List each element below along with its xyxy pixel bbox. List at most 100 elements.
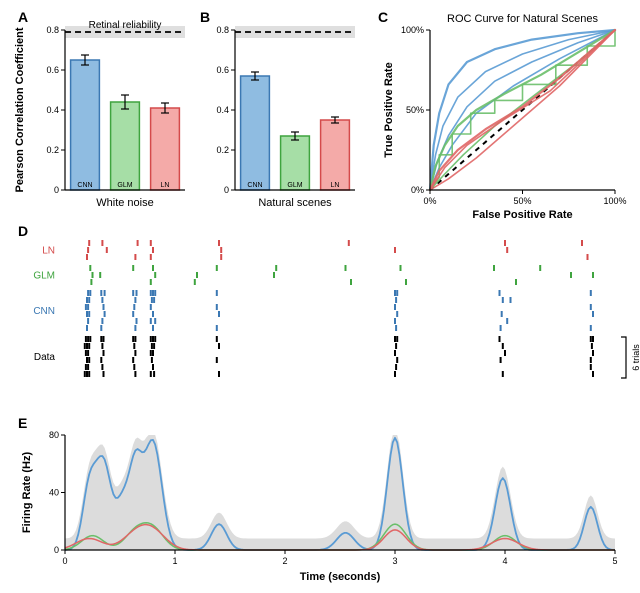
spike-data (85, 364, 87, 370)
spike-data (499, 336, 501, 342)
ytick: 0.4 (46, 105, 59, 115)
raster-label-ln: LN (42, 246, 55, 257)
panel-letter-B: B (200, 9, 210, 25)
spike-data (86, 343, 88, 349)
spike-cnn (590, 290, 592, 296)
spike-cnn (395, 325, 397, 331)
spike-cnn (150, 318, 152, 324)
spike-ln (134, 254, 136, 260)
spike-data (103, 371, 105, 377)
spike-cnn (218, 311, 220, 317)
ytick: 0.8 (46, 25, 59, 35)
spike-data (394, 371, 396, 377)
spike-cnn (216, 325, 218, 331)
spike-cnn (502, 297, 504, 303)
spike-glm (275, 265, 277, 271)
xlabel: Natural scenes (258, 197, 332, 209)
ytick: 0.4 (216, 105, 229, 115)
ytick-E: 0 (54, 545, 59, 555)
spike-data (153, 371, 155, 377)
spike-data (592, 336, 594, 342)
spike-data (88, 357, 90, 363)
spike-cnn (590, 304, 592, 310)
ylabel-C: True Positive Rate (383, 62, 395, 157)
spike-cnn (499, 290, 501, 296)
spike-data (152, 364, 154, 370)
ytick: 0.6 (216, 65, 229, 75)
raster-label-cnn: CNN (33, 306, 55, 317)
spike-cnn (104, 311, 106, 317)
spike-cnn (152, 311, 154, 317)
spike-data (88, 371, 90, 377)
spike-cnn (500, 325, 502, 331)
spike-data (153, 343, 155, 349)
spike-ln (581, 240, 583, 246)
reliability-text: Retinal reliability (89, 20, 162, 31)
spike-cnn (394, 318, 396, 324)
spike-data (85, 336, 87, 342)
spike-data (101, 364, 103, 370)
spike-data (592, 371, 594, 377)
spike-data (152, 350, 154, 356)
spike-glm (196, 272, 198, 278)
spike-data (151, 343, 153, 349)
roc-title: ROC Curve for Natural Scenes (447, 13, 598, 25)
spike-data (216, 357, 218, 363)
spike-glm (194, 279, 196, 285)
bar-label: CNN (77, 182, 92, 189)
spike-glm (570, 272, 572, 278)
spike-data (154, 336, 156, 342)
xtick-E: 0 (62, 556, 67, 566)
spike-data (395, 364, 397, 370)
xtick: 0% (423, 196, 436, 206)
firing-band (65, 435, 615, 550)
spike-cnn (150, 304, 152, 310)
spike-data (216, 336, 218, 342)
spike-cnn (133, 304, 135, 310)
spike-glm (216, 265, 218, 271)
spike-ln (504, 240, 506, 246)
spike-data (152, 336, 154, 342)
spike-data (150, 350, 152, 356)
spike-glm (150, 279, 152, 285)
spike-glm (345, 265, 347, 271)
xtick-E: 1 (172, 556, 177, 566)
spike-data (590, 357, 592, 363)
spike-data (502, 371, 504, 377)
spike-cnn (506, 318, 508, 324)
spike-data (502, 343, 504, 349)
spike-cnn (152, 325, 154, 331)
spike-cnn (136, 318, 138, 324)
spike-glm (592, 272, 594, 278)
spike-ln (587, 254, 589, 260)
spike-ln (106, 247, 108, 253)
panel-letter-E: E (18, 415, 27, 431)
panel-letter-A: A (18, 9, 28, 25)
spike-data (394, 350, 396, 356)
spike-data (504, 350, 506, 356)
spike-data (592, 350, 594, 356)
spike-glm (152, 265, 154, 271)
spike-cnn (86, 311, 88, 317)
spike-cnn (88, 297, 90, 303)
spike-data (591, 343, 593, 349)
bar-cnn (241, 76, 270, 190)
spike-data (394, 336, 396, 342)
spike-data (396, 336, 398, 342)
bar-label: LN (331, 182, 340, 189)
spike-cnn (103, 304, 105, 310)
bar-ln (151, 108, 180, 190)
spike-ln (506, 247, 508, 253)
spike-data (87, 350, 89, 356)
spike-cnn (396, 290, 398, 296)
spike-ln (348, 240, 350, 246)
spike-ln (88, 240, 90, 246)
spike-cnn (150, 290, 152, 296)
spike-cnn (592, 311, 594, 317)
spike-glm (132, 265, 134, 271)
spike-data (218, 371, 220, 377)
spike-glm (515, 279, 517, 285)
spike-ln (394, 247, 396, 253)
ytick: 0.2 (216, 145, 229, 155)
spike-glm (350, 279, 352, 285)
